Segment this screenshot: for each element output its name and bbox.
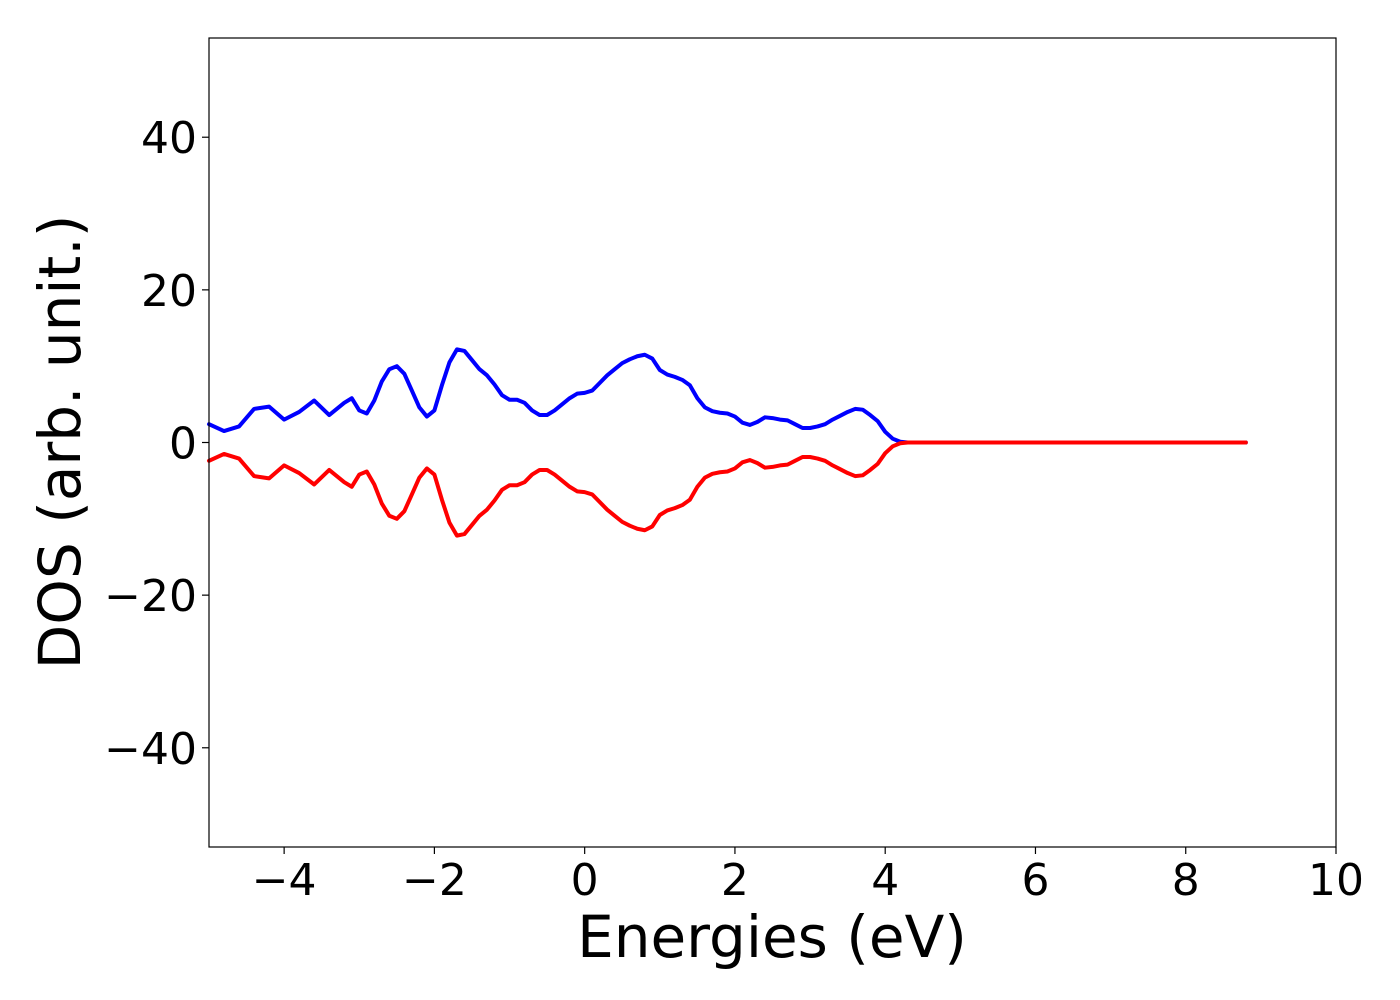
x-tick-label: 6	[1021, 855, 1049, 906]
y-tick-label: 0	[169, 419, 197, 470]
dos-spin-up-line	[207, 347, 1248, 445]
x-tick-label: 4	[871, 855, 899, 906]
x-tick-label: −4	[252, 855, 317, 906]
dos-spin-down-line	[207, 440, 1248, 538]
y-tick-label: 20	[141, 266, 197, 317]
x-tick-label: −2	[402, 855, 467, 906]
y-tick-label: −20	[104, 571, 197, 622]
x-tick-label: 10	[1308, 855, 1364, 906]
y-tick-label: 40	[141, 113, 197, 164]
y-tick-label: −40	[104, 724, 197, 775]
y-axis-label: DOS (arb. unit.)	[26, 215, 94, 670]
x-tick-label: 8	[1172, 855, 1200, 906]
x-tick-label: 2	[721, 855, 749, 906]
y-axis-ticks: 40 20 0 −20 −40	[104, 113, 209, 775]
plot-area	[207, 347, 1248, 538]
x-axis-ticks: −4 −2 0 2 4 6 8 10	[252, 847, 1364, 906]
x-tick-label: 0	[571, 855, 599, 906]
x-axis-label: Energies (eV)	[577, 903, 967, 971]
